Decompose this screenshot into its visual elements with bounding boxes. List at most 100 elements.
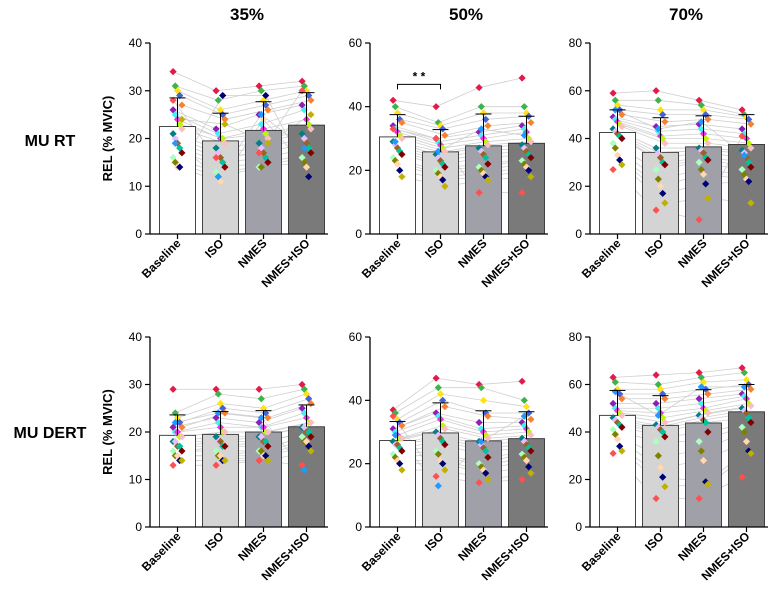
y-tick-label: 20 <box>349 163 363 177</box>
participant-line <box>395 415 525 433</box>
participant-marker <box>652 421 660 429</box>
participant-line <box>401 122 531 136</box>
participant-marker <box>609 399 617 408</box>
participant-marker <box>695 144 703 152</box>
y-tick-label: 40 <box>349 393 363 407</box>
participant-marker <box>611 416 619 424</box>
participant-marker <box>742 437 751 446</box>
participant-marker <box>697 447 705 455</box>
participant-marker <box>652 144 660 152</box>
participant-marker <box>484 176 492 184</box>
participant-marker <box>434 450 442 458</box>
participant-marker <box>221 442 229 450</box>
y-tick-label: 0 <box>575 520 582 534</box>
x-tick-label: Baseline <box>579 529 624 574</box>
participant-marker <box>697 414 705 422</box>
participant-line <box>395 106 525 124</box>
participant-marker <box>264 428 272 436</box>
participant-marker <box>609 449 617 457</box>
participant-marker <box>518 189 526 197</box>
participant-marker <box>389 96 397 104</box>
participant-marker <box>738 106 746 114</box>
participant-marker <box>704 480 712 488</box>
y-tick-label: 0 <box>355 227 362 241</box>
participant-marker <box>255 139 263 147</box>
participant-line <box>613 393 743 404</box>
participant-marker <box>255 456 263 465</box>
participant-line <box>399 169 529 181</box>
participant-line <box>179 398 309 423</box>
participant-line <box>177 441 307 457</box>
participant-marker <box>702 111 710 119</box>
participant-marker <box>389 412 397 420</box>
participant-marker <box>307 418 315 427</box>
participant-marker <box>661 433 669 441</box>
participant-marker <box>618 411 626 419</box>
participant-marker <box>522 441 531 449</box>
participant-marker <box>695 120 703 128</box>
participant-marker <box>697 383 705 391</box>
y-tick-label: 80 <box>569 330 583 344</box>
participant-marker <box>169 96 177 104</box>
participant-line <box>175 138 305 154</box>
participant-marker <box>618 134 626 143</box>
participant-marker <box>475 144 483 152</box>
participant-line <box>621 405 751 423</box>
participant-marker <box>391 103 399 111</box>
participant-marker <box>747 402 755 410</box>
participant-marker <box>611 378 619 386</box>
participant-marker <box>436 390 445 398</box>
participant-line <box>179 95 310 177</box>
participant-marker <box>432 134 440 143</box>
participant-marker <box>695 158 703 166</box>
participant-marker <box>171 139 179 147</box>
participant-marker <box>747 449 755 457</box>
participant-marker <box>609 414 617 422</box>
participant-marker <box>661 418 669 427</box>
participant-marker <box>704 428 712 436</box>
participant-marker <box>527 138 535 146</box>
participant-marker <box>221 456 229 465</box>
x-tick-label: NMES <box>675 236 709 270</box>
participant-marker <box>699 456 708 465</box>
participant-marker <box>527 431 535 439</box>
participant-line <box>619 403 749 419</box>
participant-line <box>175 388 305 414</box>
participant-marker <box>178 115 186 123</box>
participant-marker <box>398 134 406 143</box>
participant-line <box>621 114 751 125</box>
participant-marker <box>307 149 315 157</box>
x-tick-label: NMES <box>235 529 269 563</box>
participant-marker <box>652 371 660 379</box>
participant-marker <box>656 464 665 472</box>
participant-marker <box>527 173 535 181</box>
participant-marker <box>654 175 662 183</box>
participant-line <box>181 403 312 428</box>
participant-marker <box>439 396 447 404</box>
participant-line <box>393 77 523 108</box>
participant-marker <box>477 103 485 111</box>
participant-marker <box>520 144 528 152</box>
participant-marker <box>434 482 442 490</box>
participant-marker <box>654 404 662 412</box>
participant-marker <box>695 411 703 419</box>
participant-marker <box>300 134 308 143</box>
x-tick-label: ISO <box>422 236 447 261</box>
participant-marker <box>704 194 712 202</box>
participant-marker <box>654 423 662 431</box>
participant-marker <box>398 466 406 474</box>
participant-marker <box>475 189 483 197</box>
column-title-50: 50% <box>449 5 483 24</box>
participant-marker <box>738 404 746 412</box>
participant-marker <box>477 125 485 133</box>
participant-marker <box>652 437 660 446</box>
participant-line <box>399 115 529 130</box>
bar-nmes-iso <box>728 411 765 528</box>
participant-marker <box>441 163 449 171</box>
participant-line <box>395 144 525 159</box>
participant-marker <box>307 111 315 119</box>
participant-marker <box>661 395 669 403</box>
participant-marker <box>434 412 442 420</box>
participant-marker <box>520 422 528 430</box>
participant-marker <box>695 216 703 224</box>
